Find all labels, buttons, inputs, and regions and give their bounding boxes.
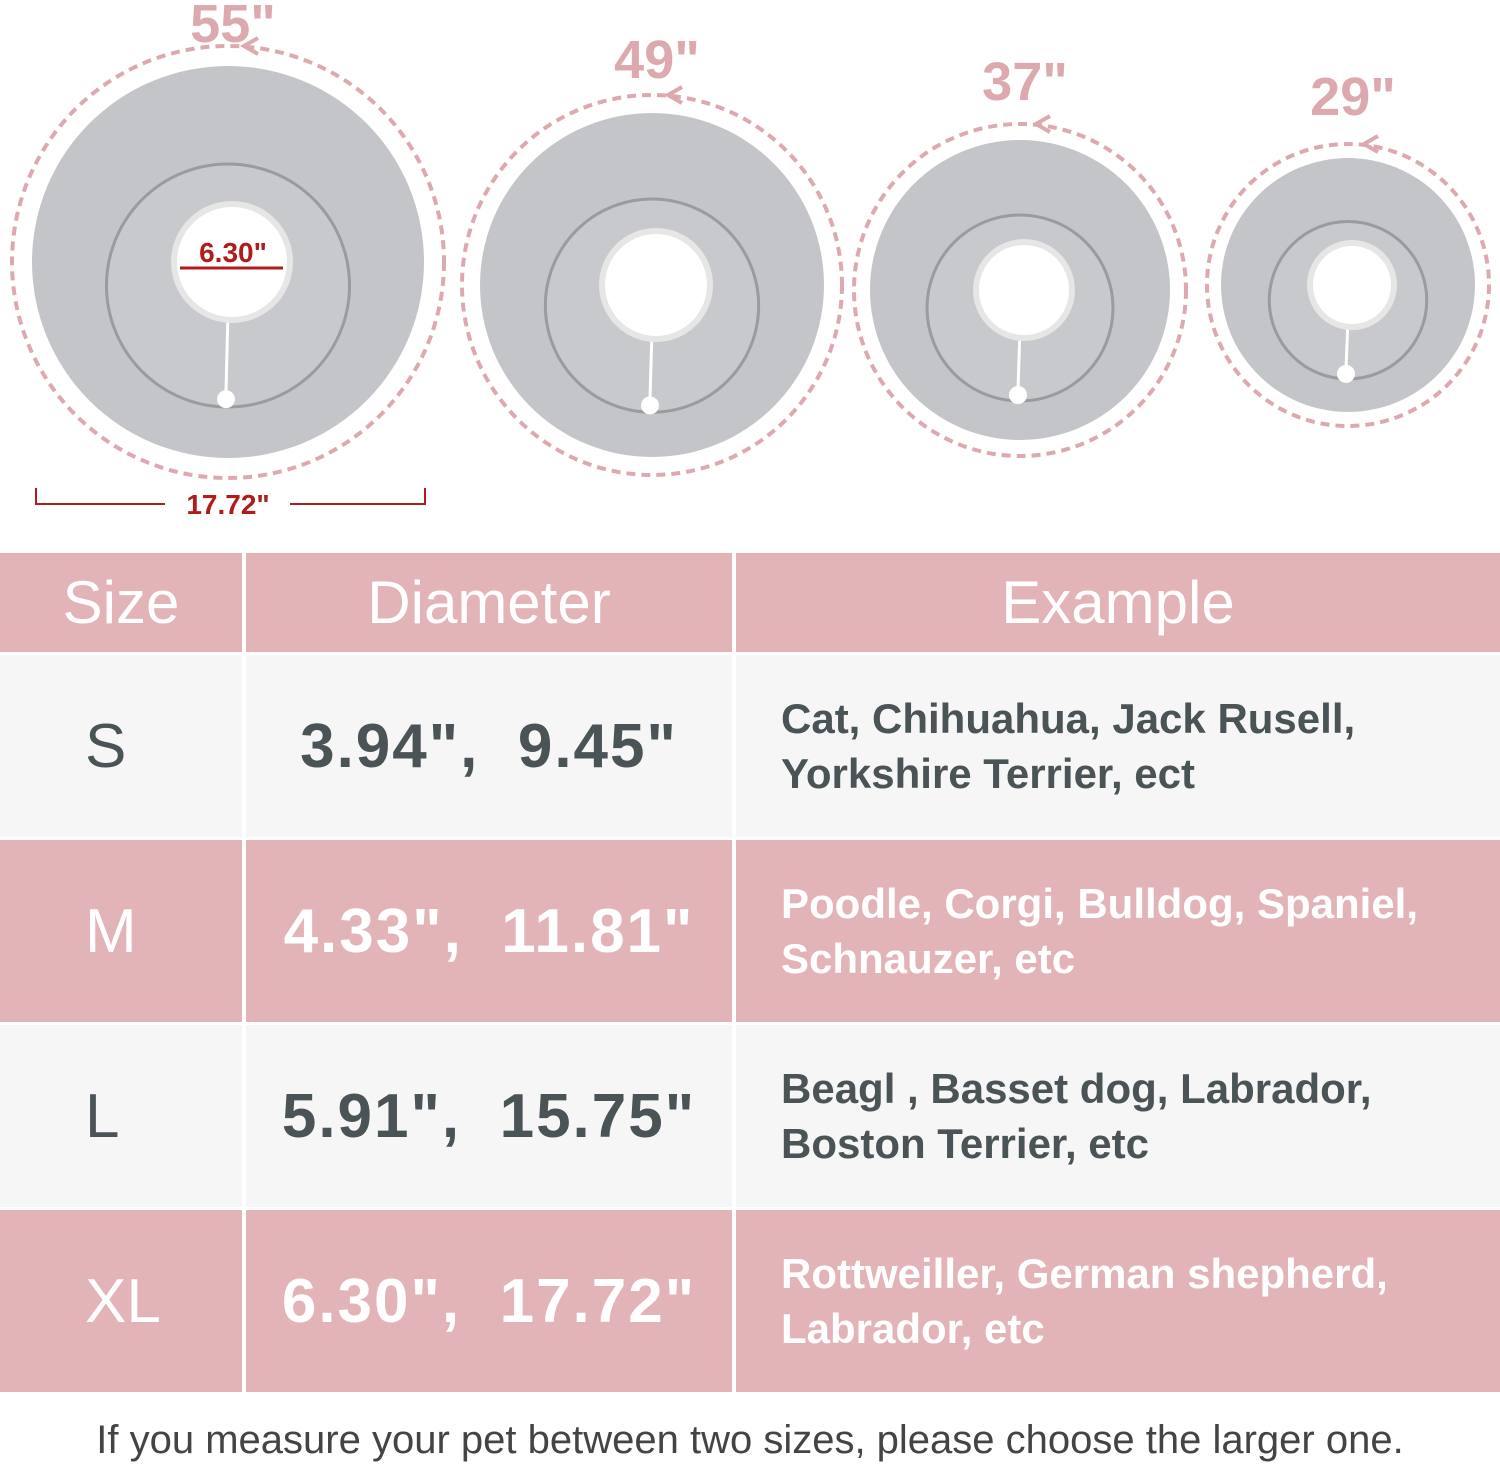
xl-outer-diameter-label: 17.72" bbox=[186, 489, 269, 520]
arrow-icon bbox=[663, 85, 683, 105]
circumference-dashed-ring bbox=[1205, 142, 1491, 428]
header-example: Example bbox=[736, 553, 1500, 652]
collar-2: 37" bbox=[852, 52, 1188, 458]
row-size: XL bbox=[0, 1210, 242, 1392]
row-example: Rottweiller, German shepherd, Labrador, e… bbox=[736, 1210, 1500, 1392]
circumference-label: 49" bbox=[614, 30, 700, 90]
circumference-dashed-ring bbox=[852, 122, 1188, 458]
example-line: Labrador, etc bbox=[781, 1305, 1045, 1352]
xl-inner-diameter-marker: 6.30" bbox=[180, 237, 283, 270]
circumference-label: 37" bbox=[982, 52, 1068, 112]
example-line: Boston Terrier, etc bbox=[781, 1120, 1149, 1167]
xl-outer-diameter-marker: 17.72" bbox=[35, 488, 426, 520]
example-line: Schnauzer, etc bbox=[781, 935, 1076, 982]
row-size: L bbox=[0, 1025, 242, 1207]
row-example: Poodle, Corgi, Bulldog, Spaniel, Schnauze… bbox=[736, 840, 1500, 1022]
collar-0: 55" bbox=[10, 0, 446, 480]
row-size: M bbox=[0, 840, 242, 1022]
row-diameter: 3.94", 9.45" bbox=[246, 655, 732, 837]
arrow-icon bbox=[239, 36, 259, 56]
example-line: Yorkshire Terrier, ect bbox=[781, 750, 1195, 797]
row-diameter: 6.30", 17.72" bbox=[246, 1210, 732, 1392]
circumference-dashed-ring bbox=[10, 44, 446, 480]
example-line: Cat, Chihuahua, Jack Rusell, bbox=[781, 695, 1356, 742]
collar-1: 49" bbox=[460, 30, 844, 477]
toggle-knob bbox=[217, 390, 235, 409]
collar-3: 29" bbox=[1205, 67, 1491, 428]
row-diameter: 5.91", 15.75" bbox=[246, 1025, 732, 1207]
neck-opening bbox=[1307, 240, 1397, 330]
xl-inner-diameter-label: 6.30" bbox=[199, 237, 267, 268]
row-size: S bbox=[0, 655, 242, 837]
header-diameter: Diameter bbox=[246, 553, 732, 652]
neck-opening bbox=[599, 228, 713, 342]
sizing-note: If you measure your pet between two size… bbox=[96, 1418, 1404, 1462]
neck-opening bbox=[973, 239, 1075, 341]
neck-opening bbox=[171, 201, 293, 323]
arrow-icon bbox=[1031, 114, 1051, 134]
toggle-knob bbox=[1009, 386, 1027, 404]
example-line: Poodle, Corgi, Bulldog, Spaniel, bbox=[781, 880, 1419, 927]
toggle-knob bbox=[1337, 364, 1355, 383]
arrow-icon bbox=[1359, 134, 1379, 154]
row-example: Cat, Chihuahua, Jack Rusell, Yorkshire Te… bbox=[736, 655, 1500, 837]
collar-size-illustration: 55" 49" 37" 29" 17.72" 6.30" bbox=[10, 0, 1491, 520]
row-diameter: 4.33", 11.81" bbox=[246, 840, 732, 1022]
row-example: Beagl , Basset dog, Labrador, Boston Terr… bbox=[736, 1025, 1500, 1207]
circumference-label: 29" bbox=[1310, 67, 1396, 127]
circumference-label: 55" bbox=[190, 0, 276, 54]
example-line: Rottweiller, German shepherd, bbox=[781, 1250, 1388, 1297]
circumference-dashed-ring bbox=[460, 93, 844, 477]
header-size: Size bbox=[0, 553, 242, 652]
toggle-knob bbox=[641, 396, 659, 415]
example-line: Beagl , Basset dog, Labrador, bbox=[781, 1065, 1372, 1112]
